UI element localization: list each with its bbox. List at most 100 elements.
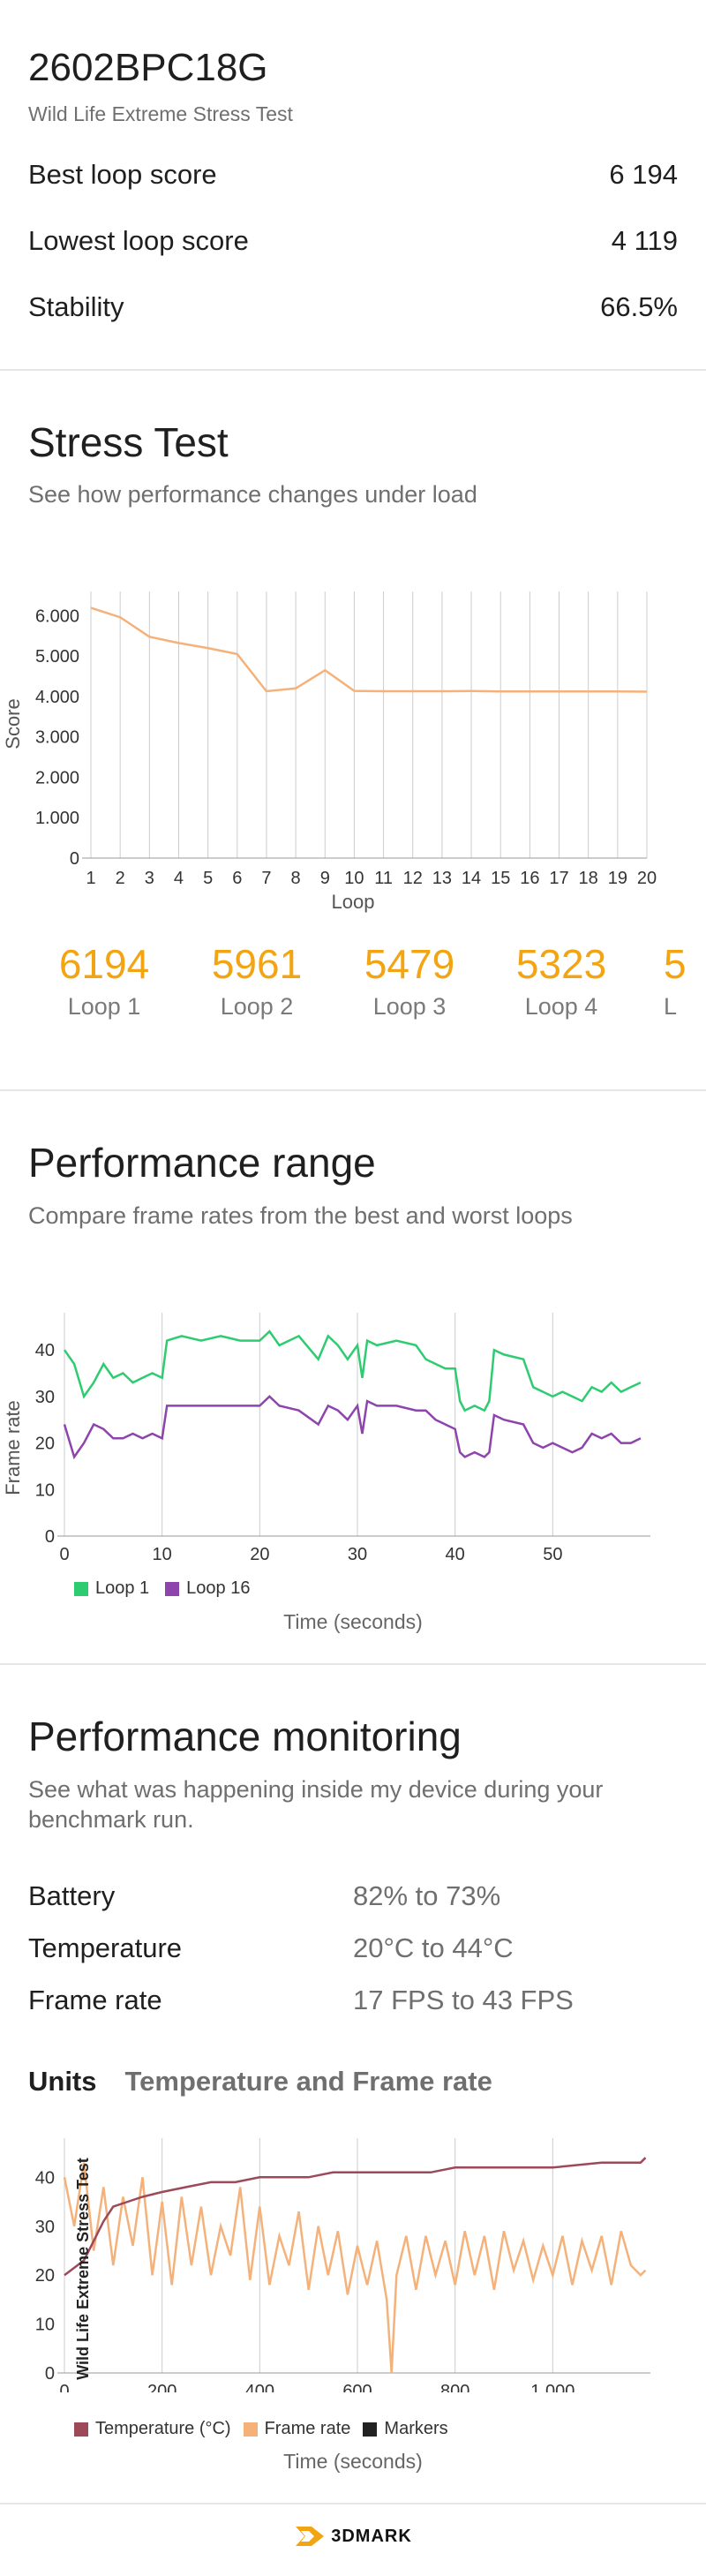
stress-test-title: Stress Test	[28, 419, 229, 465]
performance-range-subtitle: Compare frame rates from the best and wo…	[28, 1202, 573, 1229]
y-tick-label: 1.000	[35, 809, 79, 828]
divider	[0, 2503, 706, 2504]
x-tick-label: 11	[374, 869, 393, 888]
lowest-loop-label: Lowest loop score	[28, 225, 249, 256]
x-tick-label: 2	[116, 869, 125, 888]
legend-swatch	[243, 2422, 258, 2437]
loop-card-score: 5	[664, 941, 687, 987]
loop-card-partial[interactable]: 5 L	[664, 940, 706, 1021]
divider	[0, 369, 706, 371]
y-tick-label: 5.000	[35, 647, 79, 667]
x-tick-label: 7	[261, 869, 271, 888]
divider	[0, 1089, 706, 1091]
x-tick-label: 19	[608, 869, 627, 888]
y-tick-label: 30	[35, 2218, 55, 2237]
y-tick-label: 30	[35, 1388, 55, 1407]
loop-card-label: Loop 3	[372, 993, 447, 1020]
lowest-loop-value: 4 119	[611, 225, 678, 256]
performance-monitoring-chart: 0 10 20 30 40 0 200 400 600 800 1.000 Wild Life E…	[35, 2138, 650, 2392]
loop-card-label: Loop 2	[220, 993, 294, 1020]
x-tick-label: 10	[153, 1545, 172, 1564]
units-label: Units	[28, 2066, 97, 2097]
time-axis-label: Time (seconds)	[283, 1610, 423, 1633]
x-tick-label: 3	[145, 869, 154, 888]
legend-swatch	[165, 1581, 180, 1596]
legend-item-temperature: Temperature (°C)	[74, 2419, 231, 2439]
x-tick-label: 800	[440, 2382, 469, 2392]
score-series-line	[90, 606, 648, 693]
x-tick-label: 20	[637, 869, 657, 888]
best-loop-value: 6 194	[609, 159, 678, 190]
y-tick-label: 20	[35, 2266, 55, 2286]
frame-rate-label: Frame rate	[28, 1985, 162, 2015]
score-axis-label: Score	[2, 698, 24, 749]
loop-axis-label: Loop	[332, 891, 375, 913]
legend-label: Temperature (°C)	[95, 2419, 231, 2438]
temperature-label: Temperature	[28, 1932, 183, 1963]
loop16-series-line	[63, 1395, 642, 1460]
legend-item-loop16: Loop 16	[165, 1578, 250, 1599]
y-tick-label: 40	[35, 2168, 55, 2188]
x-tick-label: 5	[203, 869, 213, 888]
loop-card-score: 5323	[515, 941, 607, 987]
loop-card-label: Loop 1	[67, 993, 141, 1020]
units-selector[interactable]: Units Temperature and Frame rate	[28, 2066, 492, 2098]
y-tick-label: 10	[35, 1480, 55, 1500]
x-tick-label: 10	[344, 869, 364, 888]
legend-item-markers: Markers	[363, 2419, 448, 2439]
x-tick-label: 1.000	[530, 2382, 575, 2392]
x-tick-label: 9	[320, 869, 330, 888]
device-name: 2602BPC18G	[28, 46, 268, 89]
loop-card-label: Loop 4	[524, 993, 598, 1020]
legend-label: Loop 16	[186, 1578, 251, 1598]
x-tick-label: 13	[432, 869, 452, 888]
x-tick-label: 18	[579, 869, 598, 888]
loop1-series-line	[63, 1329, 642, 1412]
footer-logo: 3DMARK	[0, 2523, 706, 2550]
loop-card-score: 5479	[364, 941, 455, 987]
y-tick-label: 0	[70, 849, 79, 869]
x-tick-label: 30	[348, 1545, 367, 1564]
y-tick-label: 40	[35, 1341, 55, 1360]
loop-card[interactable]: 6194 Loop 1	[34, 940, 175, 1021]
y-tick-label: 0	[45, 2364, 55, 2384]
test-name: Wild Life Extreme Stress Test	[28, 102, 293, 125]
performance-range-title: Performance range	[28, 1140, 376, 1186]
3dmark-logo-icon	[296, 2527, 325, 2546]
legend-swatch	[363, 2422, 378, 2437]
legend-swatch	[74, 2422, 88, 2437]
x-tick-label: 0	[59, 2382, 69, 2392]
loop-card[interactable]: 5323 Loop 4	[491, 940, 632, 1021]
y-tick-label: 3.000	[35, 728, 79, 748]
x-tick-label: 50	[543, 1545, 562, 1564]
y-tick-label: 6.000	[35, 606, 79, 626]
legend-item-loop1: Loop 1	[74, 1578, 149, 1599]
loop-card-strip[interactable]: 6194 Loop 1 5961 Loop 2 5479 Loop 3 5323…	[0, 940, 706, 1046]
best-loop-label: Best loop score	[28, 159, 217, 190]
stress-test-subtitle: See how performance changes under load	[28, 481, 477, 508]
stability-value: 66.5%	[600, 291, 678, 322]
brand-name: 3DMARK	[331, 2526, 412, 2546]
legend-label: Markers	[384, 2419, 448, 2438]
performance-monitoring-subtitle: See what was happening inside my device …	[28, 1776, 604, 1833]
loop-card[interactable]: 5961 Loop 2	[186, 940, 327, 1021]
frame-rate-axis-label: Frame rate	[2, 1400, 24, 1495]
x-tick-label: 12	[403, 869, 423, 888]
x-tick-label: 40	[446, 1545, 465, 1564]
loop-card-label: L	[664, 993, 678, 1020]
performance-range-chart: 0 10 20 30 40 0 10 20 30 40 50 Frame rate	[2, 1313, 650, 1564]
units-value[interactable]: Temperature and Frame rate	[124, 2066, 492, 2097]
y-tick-label: 0	[45, 1527, 55, 1547]
x-tick-label: 15	[491, 869, 510, 888]
y-tick-label: 20	[35, 1435, 55, 1454]
legend-label: Frame rate	[264, 2419, 351, 2438]
legend-item-framerate: Frame rate	[243, 2419, 351, 2439]
y-tick-label: 2.000	[35, 768, 79, 787]
loop-card[interactable]: 5479 Loop 3	[339, 940, 480, 1021]
loop-card-score: 5961	[211, 941, 303, 987]
frame-rate-value: 17 FPS to 43 FPS	[353, 1985, 574, 2015]
divider	[0, 1663, 706, 1665]
battery-value: 82% to 73%	[353, 1880, 501, 1911]
x-tick-label: 20	[250, 1545, 269, 1564]
